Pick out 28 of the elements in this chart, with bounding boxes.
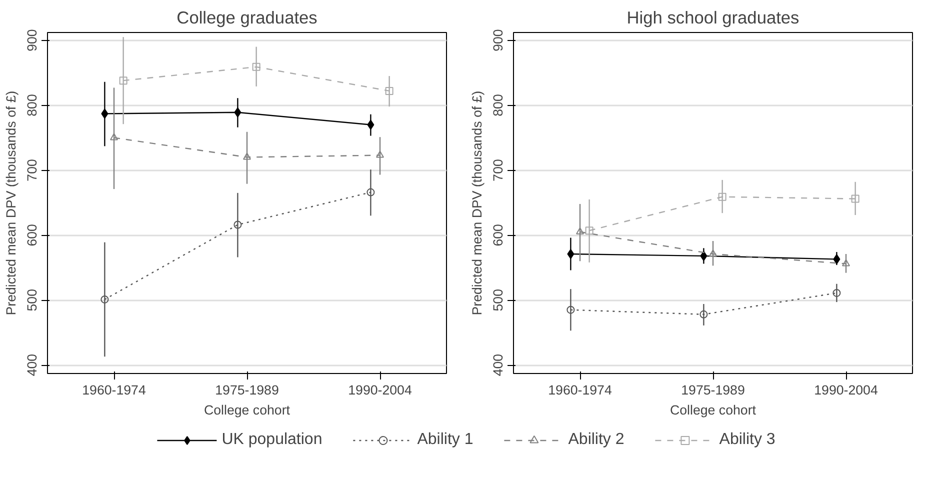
y-tick-label: 800 [490,94,506,116]
y-tick-label: 600 [490,224,506,246]
y-tick-label: 600 [24,224,40,246]
legend-label: Ability 2 [568,431,624,449]
x-tick-label: 1960-1974 [82,382,146,398]
y-tick-label: 500 [24,288,40,312]
x-tick-label: 1975-1989 [681,382,745,398]
y-tick-label: 500 [490,288,506,312]
y-axis-title: Predicted mean DPV (thousands of £) [470,90,484,316]
chart-title: High school graduates [626,8,800,28]
y-axis-title: Predicted mean DPV (thousands of £) [4,90,18,316]
y-tick-label: 400 [24,354,40,376]
y-tick-label: 800 [24,94,40,116]
x-axis-title: College cohort [670,402,756,418]
x-tick-label: 1990-2004 [814,382,878,398]
x-axis-title: College cohort [204,402,290,418]
y-tick-label: 400 [490,354,506,376]
x-tick-label: 1975-1989 [215,382,279,398]
y-tick-label: 900 [490,29,506,52]
x-tick-label: 1960-1974 [548,382,612,398]
chart-title: College graduates [176,8,318,28]
y-tick-label: 900 [24,29,40,52]
legend-label: Ability 1 [417,431,474,449]
y-tick-label: 700 [24,159,40,182]
legend-label: UK population [222,431,322,449]
x-tick-label: 1990-2004 [348,382,412,398]
legend-label: Ability 3 [719,431,776,449]
y-tick-label: 700 [490,159,506,182]
